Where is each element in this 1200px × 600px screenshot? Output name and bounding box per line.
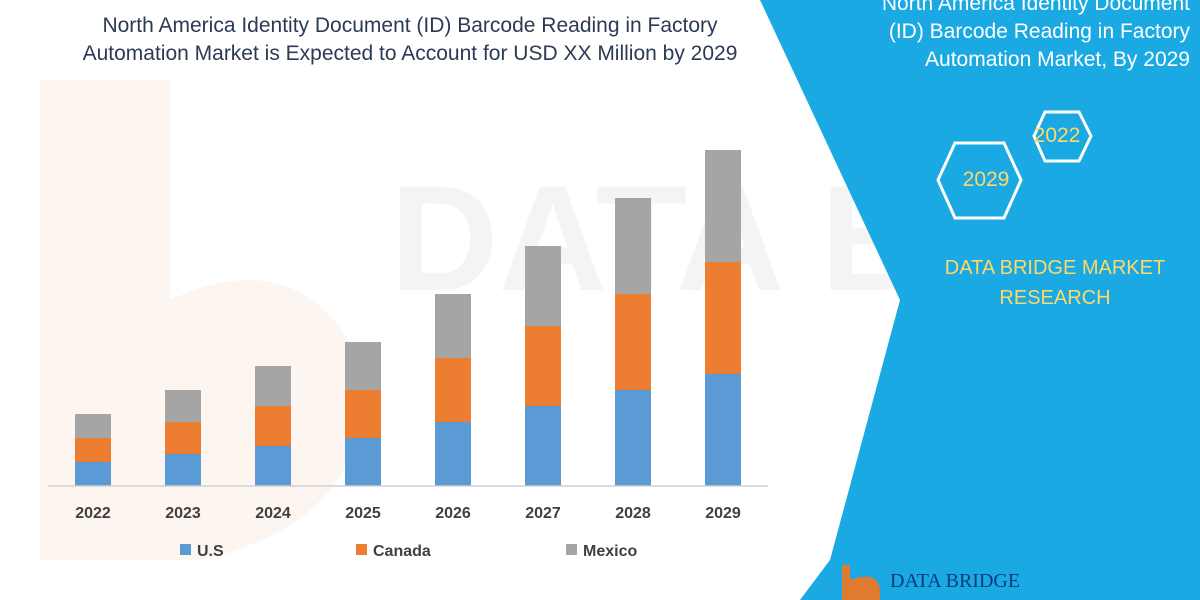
bar-u-s-2023 <box>165 454 201 486</box>
bar-u-s-2022 <box>75 462 111 486</box>
bar-canada-2023 <box>165 422 201 454</box>
logo-icon <box>842 565 880 600</box>
brand-line-2: RESEARCH <box>999 287 1111 309</box>
bar-canada-2022 <box>75 438 111 462</box>
bar-mexico-2023 <box>165 390 201 422</box>
bar-canada-2025 <box>345 390 381 438</box>
hexagon-2029-icon <box>936 141 1023 220</box>
legend-swatch-mexico <box>566 544 577 555</box>
hex-label-2022: 2022 <box>1033 124 1081 147</box>
brand-line-1: DATA BRIDGE MARKET <box>944 257 1166 279</box>
x-tick-label-2022: 2022 <box>75 505 111 522</box>
bar-mexico-2024 <box>255 366 291 406</box>
bar-mexico-2026 <box>435 294 471 358</box>
side-panel-title: North America Identity Document (ID) Bar… <box>810 0 1190 74</box>
bar-canada-2029 <box>705 262 741 374</box>
bar-mexico-2028 <box>615 198 651 294</box>
stacked-bar-chart: 2022 2023 2024 2025 2026 2027 2028 2029 U.S Canad… <box>48 150 768 560</box>
legend-label-canada: Canada <box>373 543 431 560</box>
hexagon-2022-icon <box>1032 110 1093 163</box>
bar-u-s-2029 <box>705 374 741 486</box>
x-tick-label-2028: 2028 <box>615 505 651 522</box>
legend-swatch-canada <box>356 544 367 555</box>
bar-u-s-2027 <box>525 406 561 486</box>
side-panel-title-line2: Automation Market, By 2029 <box>925 48 1190 71</box>
x-tick-label-2029: 2029 <box>705 505 741 522</box>
bar-canada-2027 <box>525 326 561 406</box>
side-panel-title-line1: (ID) Barcode Reading in Factory <box>888 20 1190 43</box>
legend-swatch-u-s <box>180 544 191 555</box>
bar-canada-2026 <box>435 358 471 422</box>
chart-title: North America Identity Document (ID) Bar… <box>30 12 790 68</box>
hex-label-2029: 2029 <box>962 168 1010 191</box>
bar-canada-2024 <box>255 406 291 446</box>
bar-mexico-2025 <box>345 342 381 390</box>
x-tick-label-2026: 2026 <box>435 505 471 522</box>
x-tick-label-2023: 2023 <box>165 505 201 522</box>
chart-title-line2: Automation Market is Expected to Account… <box>82 42 738 65</box>
side-panel-title-line0: North America Identity Document <box>881 0 1190 15</box>
bar-u-s-2024 <box>255 446 291 486</box>
chart-title-line1: North America Identity Document (ID) Bar… <box>102 14 718 37</box>
brand-name: DATA BRIDGE MARKET RESEARCH <box>920 253 1190 313</box>
bar-u-s-2028 <box>615 390 651 486</box>
bar-mexico-2022 <box>75 414 111 438</box>
bar-u-s-2025 <box>345 438 381 486</box>
x-tick-label-2027: 2027 <box>525 505 561 522</box>
logo-text: DATA BRIDGE <box>890 570 1021 592</box>
legend-label-mexico: Mexico <box>583 543 637 560</box>
x-tick-label-2024: 2024 <box>255 505 291 522</box>
bar-canada-2028 <box>615 294 651 390</box>
legend-label-u-s: U.S <box>197 543 224 560</box>
x-tick-label-2025: 2025 <box>345 505 381 522</box>
bar-u-s-2026 <box>435 422 471 486</box>
bar-mexico-2029 <box>705 150 741 262</box>
bar-mexico-2027 <box>525 246 561 326</box>
